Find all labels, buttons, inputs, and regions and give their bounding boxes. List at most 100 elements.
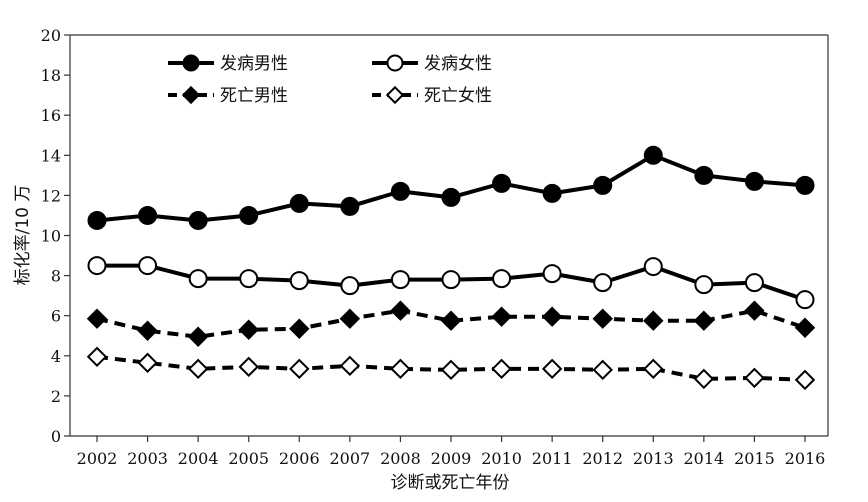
data-point bbox=[643, 358, 664, 380]
series-1 bbox=[87, 145, 815, 230]
data-point bbox=[744, 367, 765, 389]
legend-marker bbox=[386, 54, 404, 72]
data-point bbox=[542, 264, 562, 284]
data-point bbox=[441, 270, 461, 290]
data-point bbox=[289, 193, 309, 213]
data-point bbox=[87, 256, 107, 276]
data-point bbox=[289, 271, 309, 291]
data-point bbox=[440, 310, 462, 331]
y-tick-label: 4 bbox=[51, 347, 61, 366]
series-3 bbox=[86, 300, 816, 347]
legend-label: 死亡女性 bbox=[424, 86, 492, 106]
data-point bbox=[794, 369, 816, 391]
data-point bbox=[339, 308, 361, 329]
data-point bbox=[340, 276, 360, 296]
data-point bbox=[694, 165, 714, 185]
data-point bbox=[593, 175, 613, 195]
data-point bbox=[491, 306, 512, 327]
data-point bbox=[643, 257, 663, 277]
data-point bbox=[87, 210, 107, 230]
data-point bbox=[542, 183, 562, 203]
legend-entry-4: 死亡女性 bbox=[372, 85, 492, 106]
data-point bbox=[188, 269, 208, 289]
series-line bbox=[96, 308, 806, 339]
data-point bbox=[441, 187, 461, 207]
data-point bbox=[187, 358, 209, 380]
data-point bbox=[339, 355, 361, 377]
x-tick-label: 2013 bbox=[633, 449, 674, 468]
x-tick-label: 2009 bbox=[431, 449, 472, 468]
y-tick-label: 14 bbox=[41, 146, 61, 165]
x-tick-label: 2016 bbox=[785, 449, 826, 468]
data-point bbox=[238, 319, 259, 340]
data-point bbox=[643, 145, 663, 165]
x-tick-label: 2006 bbox=[279, 449, 320, 468]
data-point bbox=[541, 306, 563, 327]
y-tick-label: 16 bbox=[41, 106, 61, 125]
x-tick-label: 2005 bbox=[228, 449, 269, 468]
data-point bbox=[390, 270, 410, 290]
data-point bbox=[289, 318, 310, 339]
data-point bbox=[541, 358, 563, 380]
x-tick-label: 2007 bbox=[329, 449, 370, 468]
data-point bbox=[187, 326, 209, 347]
data-point bbox=[340, 196, 360, 216]
series-line bbox=[96, 153, 806, 223]
legend-label: 发病女性 bbox=[424, 54, 492, 74]
data-point bbox=[188, 210, 208, 230]
series-line bbox=[96, 354, 806, 382]
data-point bbox=[795, 290, 815, 310]
data-point bbox=[239, 205, 259, 225]
x-tick-label: 2010 bbox=[481, 449, 522, 468]
y-axis-title: 标化率/10 万 bbox=[13, 185, 33, 286]
x-tick-label: 2011 bbox=[532, 449, 573, 468]
y-tick-label: 2 bbox=[51, 387, 61, 406]
data-point bbox=[795, 175, 815, 195]
data-point bbox=[86, 346, 108, 368]
x-tick-label: 2014 bbox=[683, 449, 724, 468]
x-tick-label: 2004 bbox=[178, 449, 219, 468]
x-axis-title: 诊断或死亡年份 bbox=[391, 473, 510, 493]
legend-entry-1: 发病男性 bbox=[168, 54, 288, 74]
data-point bbox=[592, 308, 613, 329]
data-point bbox=[643, 310, 664, 331]
data-point bbox=[390, 300, 411, 321]
y-tick-label: 12 bbox=[41, 186, 61, 205]
series-4 bbox=[86, 346, 816, 391]
data-point bbox=[744, 273, 764, 293]
y-tick-label: 10 bbox=[41, 227, 61, 246]
data-point bbox=[390, 358, 411, 380]
data-point bbox=[744, 171, 764, 191]
y-tick-label: 20 bbox=[41, 26, 61, 45]
data-point bbox=[794, 317, 816, 338]
data-point bbox=[744, 300, 765, 321]
data-point bbox=[138, 205, 158, 225]
data-point bbox=[694, 275, 714, 295]
data-point bbox=[137, 320, 158, 341]
x-tick-label: 2003 bbox=[127, 449, 168, 468]
data-point bbox=[137, 352, 158, 374]
data-point bbox=[593, 273, 613, 293]
axes: 0 2 4 6 8 10 12 14 16 18 20 2002 2003 2004 2005 2006 200… bbox=[41, 26, 829, 468]
data-point bbox=[238, 356, 259, 378]
data-point bbox=[239, 269, 259, 289]
legend-entry-3: 死亡男性 bbox=[168, 85, 288, 106]
data-point bbox=[289, 358, 310, 380]
data-point bbox=[390, 181, 410, 201]
legend-label: 死亡男性 bbox=[220, 86, 288, 106]
legend-label: 发病男性 bbox=[220, 54, 288, 74]
x-tick-label: 2002 bbox=[77, 449, 118, 468]
x-tick-label: 2015 bbox=[734, 449, 775, 468]
legend-marker bbox=[182, 54, 200, 72]
data-point bbox=[86, 308, 108, 329]
x-tick-label: 2008 bbox=[380, 449, 421, 468]
legend-entry-2: 发病女性 bbox=[372, 54, 492, 74]
y-tick-label: 6 bbox=[51, 307, 61, 326]
legend-marker bbox=[181, 85, 201, 105]
data-point bbox=[491, 358, 512, 380]
data-point bbox=[693, 310, 715, 331]
y-tick-label: 8 bbox=[51, 267, 61, 286]
series-layer bbox=[86, 145, 816, 391]
